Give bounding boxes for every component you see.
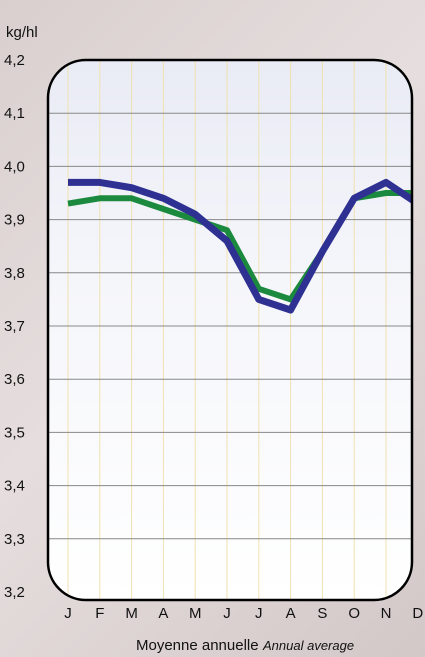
y-tick-label: 3,9: [4, 212, 25, 229]
x-tick-label: J: [64, 605, 72, 622]
y-tick-labels: 4,2 4,1 4,0 3,9 3,8 3,7 3,6 3,5 3,4 3,3 3,2: [4, 52, 25, 601]
y-tick-label: 3,4: [4, 478, 25, 495]
x-tick-label: S: [317, 605, 327, 622]
y-tick-label: 3,6: [4, 371, 25, 388]
y-tick-label: 3,2: [4, 584, 25, 601]
x-tick-label: M: [125, 605, 138, 622]
plot-area: [48, 60, 412, 600]
x-tick-label: A: [158, 605, 168, 622]
y-tick-label: 3,3: [4, 531, 25, 548]
x-tick-label: A: [286, 605, 296, 622]
horizontal-gridlines: [48, 112, 412, 540]
x-axis-label-main: Moyenne annuelle: [136, 637, 259, 654]
y-tick-label: 4,0: [4, 158, 25, 175]
x-tick-label: O: [348, 605, 360, 622]
x-axis-label-sub: Annual average: [262, 638, 354, 653]
x-tick-label: J: [255, 605, 263, 622]
series-lines: [67, 178, 412, 314]
y-axis-label: kg/hl: [6, 24, 38, 41]
y-tick-label: 3,7: [4, 318, 25, 335]
series-line-2: [68, 178, 412, 314]
plot-border: [46, 58, 414, 602]
x-tick-label: N: [381, 605, 392, 622]
y-tick-label: 3,5: [4, 424, 25, 441]
y-tick-label: 3,8: [4, 265, 25, 282]
x-tick-label: M: [189, 605, 202, 622]
x-tick-label: F: [95, 605, 104, 622]
x-tick-label: D: [412, 605, 423, 622]
vertical-gridlines: [67, 60, 387, 600]
y-tick-label: 4,1: [4, 105, 25, 122]
x-tick-label: J: [223, 605, 231, 622]
y-tick-label: 4,2: [4, 52, 25, 69]
